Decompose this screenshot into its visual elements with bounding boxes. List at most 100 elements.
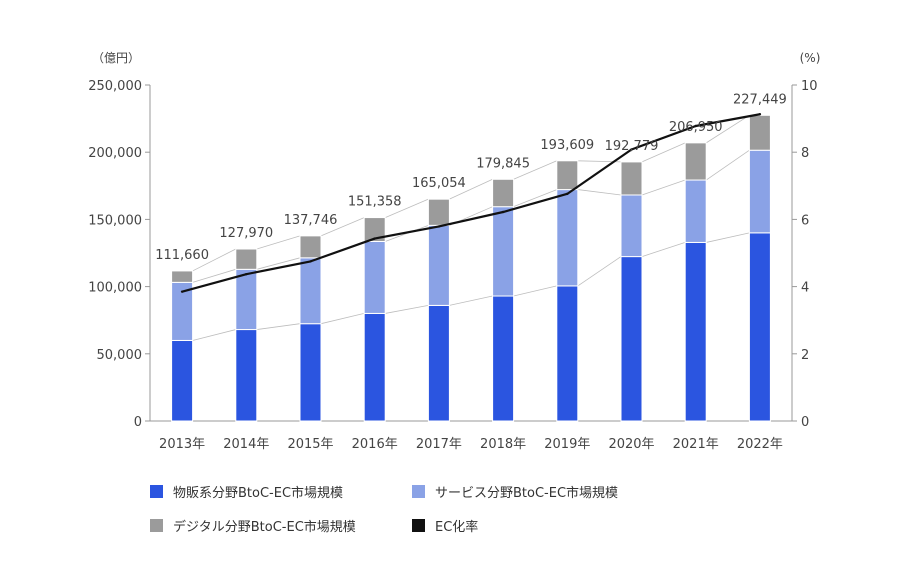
x-axis-tick-label: 2015年	[287, 437, 333, 452]
bar-segment-digital	[556, 160, 579, 191]
total-value-label: 111,660	[155, 248, 209, 263]
stack-connector-line	[641, 179, 686, 196]
bar-segment-services	[427, 224, 450, 306]
bar-segment-digital	[620, 161, 643, 196]
left-axis-tick-label: 100,000	[88, 281, 142, 296]
left-axis-tick-label: 50,000	[97, 348, 143, 363]
bar-segment-digital	[684, 142, 707, 181]
total-value-label: 137,746	[284, 213, 338, 228]
total-value-label: 227,449	[733, 92, 787, 107]
legend-label-ec-rate: EC化率	[435, 520, 479, 535]
left-axis-tick-label: 200,000	[88, 146, 142, 161]
bar-segment-services	[556, 189, 579, 287]
total-value-label: 165,054	[412, 176, 466, 191]
stack-connector-line	[641, 242, 686, 257]
legend-label-services: サービス分野BtoC-EC市場規模	[435, 486, 619, 501]
legend-item-digital: デジタル分野BtoC-EC市場規模	[150, 516, 356, 535]
legend-label-digital: デジタル分野BtoC-EC市場規模	[173, 520, 356, 535]
ec-rate-point	[245, 272, 248, 276]
legend-swatch-ec-rate	[412, 519, 425, 532]
bar-segment-physical-goods	[427, 304, 450, 422]
bar-segment-digital	[299, 235, 322, 259]
stack-connector-line	[192, 268, 236, 283]
total-value-label: 193,609	[540, 138, 594, 153]
bar-segment-services	[299, 257, 322, 325]
ec-rate-point	[309, 260, 312, 263]
stack-connector-line	[256, 257, 301, 270]
x-axis-tick-label: 2013年	[159, 437, 205, 452]
ec-rate-point	[373, 237, 376, 240]
bar-segment-digital	[235, 248, 258, 270]
x-axis-tick-label: 2022年	[737, 437, 783, 452]
legend-swatch-physical-goods	[150, 485, 163, 498]
stack-connector-line	[385, 198, 429, 218]
x-axis-tick-label: 2020年	[608, 437, 654, 452]
bar-segment-services	[492, 206, 515, 297]
bar-segment-physical-goods	[620, 256, 643, 422]
bar-segment-physical-goods	[748, 232, 771, 422]
legend-item-services: サービス分野BtoC-EC市場規模	[412, 482, 618, 501]
x-axis-tick-label: 2016年	[352, 437, 398, 452]
stack-connector-line	[513, 189, 557, 208]
bar-segment-physical-goods	[556, 285, 579, 422]
bar-segment-physical-goods	[492, 295, 515, 422]
stack-connector-line	[192, 329, 236, 341]
stack-connector-line	[706, 232, 750, 243]
stack-connector-line	[513, 160, 557, 180]
bar-segment-physical-goods	[171, 339, 194, 422]
bar-segment-physical-goods	[235, 329, 258, 422]
stack-connector-line	[705, 114, 750, 144]
total-value-label: 151,358	[348, 195, 402, 210]
total-value-label: 192,779	[605, 139, 659, 154]
left-axis-unit-label: （億円）	[92, 51, 140, 65]
stack-connector-line	[705, 149, 750, 181]
stack-connector-line	[256, 235, 301, 250]
ec-rate-point	[694, 124, 697, 128]
legend-item-physical-goods: 物販系分野BtoC-EC市場規模	[150, 482, 343, 501]
chart-canvas: （億円） (%) 0 50,000 100,000 150,000 200,000 250…	[88, 51, 821, 452]
right-axis-tick-label: 2	[801, 348, 809, 363]
bar-segment-digital	[427, 198, 450, 226]
stack-connector-line	[577, 256, 622, 287]
left-axis-tick-label: 0	[134, 415, 142, 430]
bar-segment-services	[235, 268, 258, 331]
ec-rate-point	[180, 290, 184, 293]
right-axis-unit-label: (%)	[800, 51, 821, 65]
total-value-label: 127,970	[219, 226, 273, 241]
right-axis-tick-label: 6	[801, 213, 809, 228]
right-axis-tick-label: 10	[801, 79, 818, 94]
total-value-label: 206,950	[669, 120, 723, 135]
ec-rate-point	[501, 210, 505, 214]
bar-segment-digital	[492, 178, 515, 208]
bar-segment-physical-goods	[299, 323, 322, 422]
left-axis-tick-label: 250,000	[88, 79, 142, 94]
total-value-label: 179,845	[476, 156, 530, 171]
stack-connector-line	[320, 217, 365, 237]
x-axis-tick-label: 2019年	[544, 437, 590, 452]
bar-segment-services	[363, 240, 386, 314]
stack-connector-line	[256, 323, 301, 330]
ec-rate-point	[437, 225, 441, 228]
bar-segment-physical-goods	[684, 241, 707, 422]
stack-connector-line	[449, 295, 493, 306]
legend-label-physical-goods: 物販系分野BtoC-EC市場規模	[173, 486, 344, 501]
stack-connector-line	[577, 189, 622, 196]
ec-rate-point	[758, 113, 762, 116]
bar-segment-digital	[171, 270, 194, 283]
stack-connector-line	[385, 305, 429, 314]
right-axis-tick-label: 0	[801, 415, 809, 430]
x-axis-tick-label: 2018年	[480, 437, 526, 452]
right-axis-tick-label: 8	[801, 146, 809, 161]
x-axis-tick-label: 2014年	[223, 437, 269, 452]
legend-swatch-digital	[150, 519, 163, 532]
bar-segment-services	[620, 194, 643, 258]
right-axis-tick-label: 4	[801, 281, 809, 296]
x-axis-tick-label: 2017年	[416, 437, 462, 452]
stack-connector-line	[192, 248, 236, 272]
ec-rate-line	[181, 113, 761, 293]
bar-segment-services	[684, 179, 707, 243]
stack-connector-line	[513, 285, 557, 297]
legend-item-ec-rate: EC化率	[412, 516, 478, 535]
stack-connector-line	[641, 142, 686, 163]
